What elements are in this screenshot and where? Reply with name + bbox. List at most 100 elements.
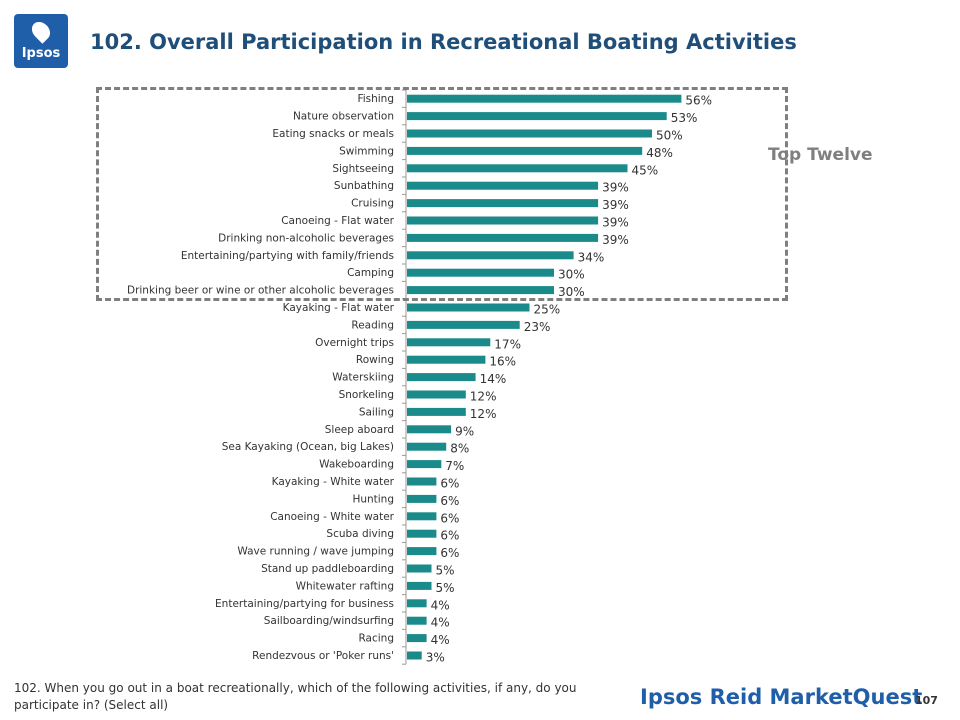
bar bbox=[407, 407, 466, 416]
value-label: 48% bbox=[646, 146, 673, 160]
value-label: 16% bbox=[489, 355, 516, 369]
page-title: 102. Overall Participation in Recreation… bbox=[90, 30, 797, 54]
bar bbox=[407, 355, 486, 364]
bar bbox=[407, 251, 574, 260]
category-label: Hunting bbox=[352, 493, 394, 505]
bar bbox=[407, 233, 599, 242]
value-label: 39% bbox=[602, 198, 629, 212]
value-label: 56% bbox=[685, 94, 712, 108]
category-label: Wave running / wave jumping bbox=[237, 546, 394, 558]
bar bbox=[407, 181, 599, 190]
value-label: 30% bbox=[558, 268, 585, 282]
category-label: Rowing bbox=[356, 354, 394, 366]
category-label: Canoeing - Flat water bbox=[281, 215, 394, 227]
category-label: Canoeing - White water bbox=[270, 511, 394, 523]
value-label: 34% bbox=[578, 250, 605, 264]
value-label: 12% bbox=[470, 390, 497, 404]
bar bbox=[407, 94, 682, 103]
bar bbox=[407, 477, 437, 486]
category-label: Entertaining/partying for business bbox=[215, 598, 394, 610]
value-label: 9% bbox=[455, 424, 474, 438]
value-label: 30% bbox=[558, 285, 585, 299]
category-label: Swimming bbox=[339, 145, 394, 157]
bar bbox=[407, 512, 437, 521]
value-label: 45% bbox=[632, 163, 659, 177]
bar bbox=[407, 216, 599, 225]
category-label: Eating snacks or meals bbox=[272, 128, 394, 140]
category-label: Overnight trips bbox=[315, 337, 394, 349]
category-label: Wakeboarding bbox=[319, 459, 394, 471]
bar bbox=[407, 442, 447, 451]
bar bbox=[407, 494, 437, 503]
value-label: 4% bbox=[431, 633, 450, 647]
value-label: 7% bbox=[445, 459, 464, 473]
category-label: Whitewater rafting bbox=[296, 580, 394, 592]
category-label: Nature observation bbox=[293, 111, 394, 123]
category-label: Waterskiing bbox=[332, 372, 394, 384]
bar bbox=[407, 199, 599, 208]
bar bbox=[407, 112, 667, 121]
bar bbox=[407, 651, 422, 660]
value-label: 23% bbox=[524, 320, 551, 334]
category-label: Camping bbox=[347, 267, 394, 279]
value-label: 6% bbox=[440, 529, 459, 543]
category-label: Drinking beer or wine or other alcoholic… bbox=[127, 285, 394, 297]
value-label: 50% bbox=[656, 129, 683, 143]
category-label: Rendezvous or 'Poker runs' bbox=[252, 650, 394, 662]
bar bbox=[407, 303, 530, 312]
top-twelve-callout: Top Twelve bbox=[768, 145, 873, 165]
category-label: Reading bbox=[351, 319, 394, 331]
value-label: 6% bbox=[440, 494, 459, 508]
category-label: Snorkeling bbox=[339, 389, 394, 401]
bar bbox=[407, 460, 442, 469]
category-label: Stand up paddleboarding bbox=[261, 563, 394, 575]
value-label: 6% bbox=[440, 511, 459, 525]
bar bbox=[407, 564, 432, 573]
bar bbox=[407, 164, 628, 173]
category-label: Sea Kayaking (Ocean, big Lakes) bbox=[222, 441, 394, 453]
value-label: 8% bbox=[450, 442, 469, 456]
bar bbox=[407, 129, 652, 138]
ipsos-logo: Ipsos bbox=[14, 14, 68, 68]
bar bbox=[407, 581, 432, 590]
value-label: 39% bbox=[602, 233, 629, 247]
bar bbox=[407, 373, 476, 382]
category-label: Entertaining/partying with family/friend… bbox=[181, 250, 394, 262]
value-label: 6% bbox=[440, 546, 459, 560]
category-label: Drinking non-alcoholic beverages bbox=[218, 232, 394, 244]
category-label: Sightseeing bbox=[332, 163, 394, 175]
value-label: 53% bbox=[671, 111, 698, 125]
bar bbox=[407, 616, 427, 625]
bar bbox=[407, 425, 452, 434]
category-label: Cruising bbox=[351, 198, 394, 210]
bar bbox=[407, 268, 554, 277]
logo-text: Ipsos bbox=[21, 46, 61, 61]
category-label: Sunbathing bbox=[334, 180, 394, 192]
value-label: 17% bbox=[494, 337, 521, 351]
bar bbox=[407, 547, 437, 556]
category-label: Scuba diving bbox=[326, 528, 394, 540]
category-label: Fishing bbox=[357, 93, 394, 105]
bar bbox=[407, 338, 491, 347]
value-label: 6% bbox=[440, 477, 459, 491]
top-twelve-highlight-box bbox=[96, 87, 788, 301]
value-label: 39% bbox=[602, 181, 629, 195]
question-footnote: 102. When you go out in a boat recreatio… bbox=[14, 681, 577, 712]
value-label: 3% bbox=[426, 651, 445, 665]
bar bbox=[407, 146, 643, 155]
bar bbox=[407, 599, 427, 608]
value-label: 5% bbox=[436, 564, 455, 578]
category-label: Sailboarding/windsurfing bbox=[264, 615, 394, 627]
bar bbox=[407, 390, 466, 399]
value-label: 5% bbox=[436, 581, 455, 595]
bar bbox=[407, 529, 437, 538]
value-label: 4% bbox=[431, 616, 450, 630]
page-number: 107 bbox=[915, 694, 938, 707]
brand-logo: Ipsos Reid MarketQuest bbox=[640, 685, 923, 709]
category-label: Racing bbox=[358, 633, 394, 645]
value-label: 12% bbox=[470, 407, 497, 421]
value-label: 4% bbox=[431, 598, 450, 612]
value-label: 14% bbox=[480, 372, 507, 386]
value-label: 25% bbox=[534, 303, 561, 317]
